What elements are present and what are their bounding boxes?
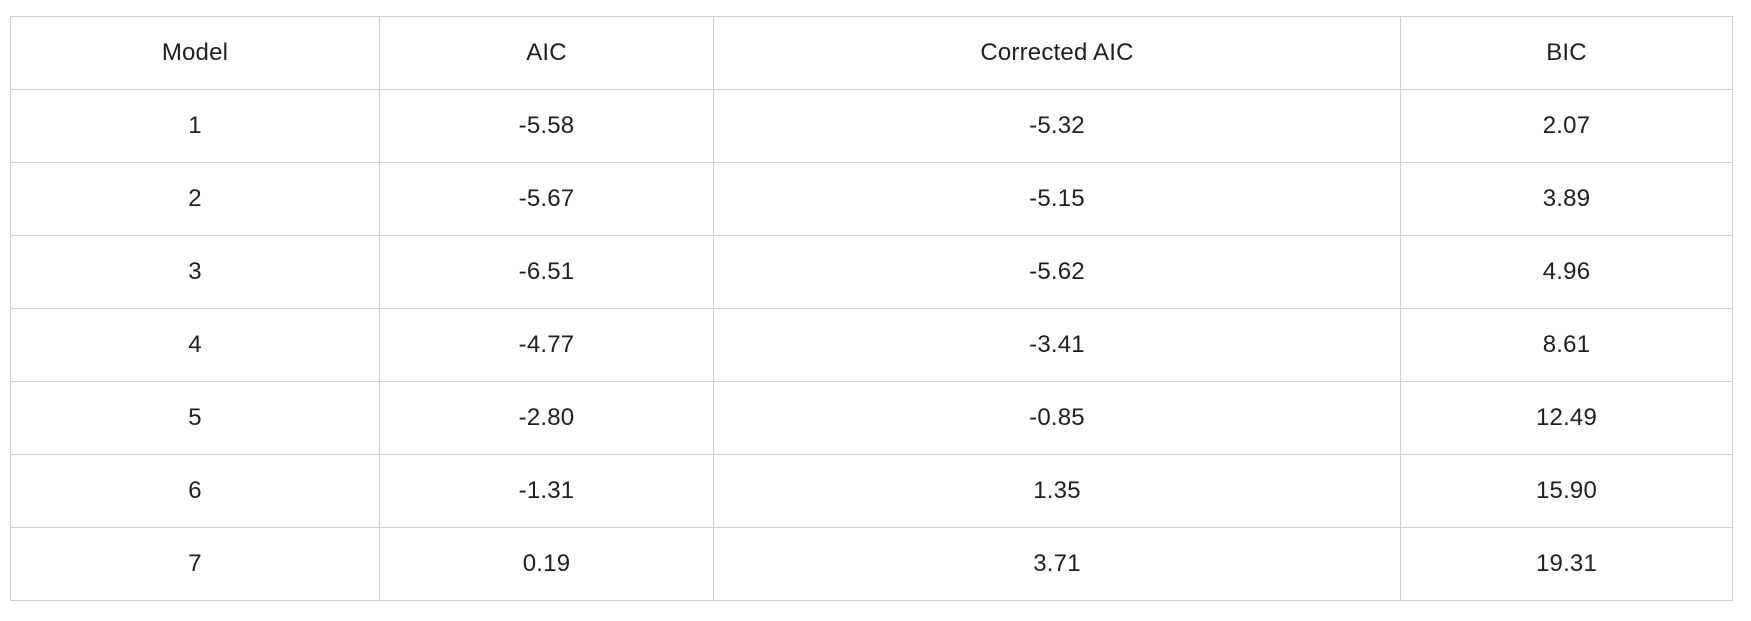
model-comparison-table-container: Model AIC Corrected AIC BIC 1 -5.58 -5.3… (10, 16, 1733, 601)
cell-corrected-aic: -0.85 (713, 381, 1401, 455)
cell-aic: -4.77 (379, 308, 714, 382)
cell-model: 5 (10, 381, 380, 455)
header-model: Model (10, 16, 380, 90)
cell-model: 6 (10, 454, 380, 528)
cell-aic: -6.51 (379, 235, 714, 309)
cell-bic: 19.31 (1400, 527, 1733, 601)
cell-corrected-aic: 1.35 (713, 454, 1401, 528)
header-bic: BIC (1400, 16, 1733, 90)
cell-corrected-aic: -5.15 (713, 162, 1401, 236)
cell-corrected-aic: -3.41 (713, 308, 1401, 382)
cell-corrected-aic: 3.71 (713, 527, 1401, 601)
cell-aic: -2.80 (379, 381, 714, 455)
table-row: 2 -5.67 -5.15 3.89 (10, 162, 1733, 236)
cell-bic: 2.07 (1400, 89, 1733, 163)
cell-corrected-aic: -5.62 (713, 235, 1401, 309)
table-row: 7 0.19 3.71 19.31 (10, 527, 1733, 601)
table-row: 4 -4.77 -3.41 8.61 (10, 308, 1733, 382)
cell-model: 7 (10, 527, 380, 601)
table-row: 6 -1.31 1.35 15.90 (10, 454, 1733, 528)
table-body: 1 -5.58 -5.32 2.07 2 -5.67 -5.15 3.89 3 … (10, 89, 1733, 601)
header-corrected-aic: Corrected AIC (713, 16, 1401, 90)
table-row: 1 -5.58 -5.32 2.07 (10, 89, 1733, 163)
header-aic: AIC (379, 16, 714, 90)
cell-aic: -5.67 (379, 162, 714, 236)
cell-corrected-aic: -5.32 (713, 89, 1401, 163)
table-header: Model AIC Corrected AIC BIC (10, 16, 1733, 90)
model-comparison-table: Model AIC Corrected AIC BIC 1 -5.58 -5.3… (10, 16, 1733, 601)
cell-bic: 15.90 (1400, 454, 1733, 528)
cell-aic: 0.19 (379, 527, 714, 601)
cell-model: 3 (10, 235, 380, 309)
cell-bic: 12.49 (1400, 381, 1733, 455)
cell-bic: 4.96 (1400, 235, 1733, 309)
cell-model: 2 (10, 162, 380, 236)
cell-bic: 3.89 (1400, 162, 1733, 236)
cell-bic: 8.61 (1400, 308, 1733, 382)
cell-model: 4 (10, 308, 380, 382)
table-row: 5 -2.80 -0.85 12.49 (10, 381, 1733, 455)
cell-aic: -1.31 (379, 454, 714, 528)
cell-model: 1 (10, 89, 380, 163)
cell-aic: -5.58 (379, 89, 714, 163)
header-row: Model AIC Corrected AIC BIC (10, 16, 1733, 90)
table-row: 3 -6.51 -5.62 4.96 (10, 235, 1733, 309)
